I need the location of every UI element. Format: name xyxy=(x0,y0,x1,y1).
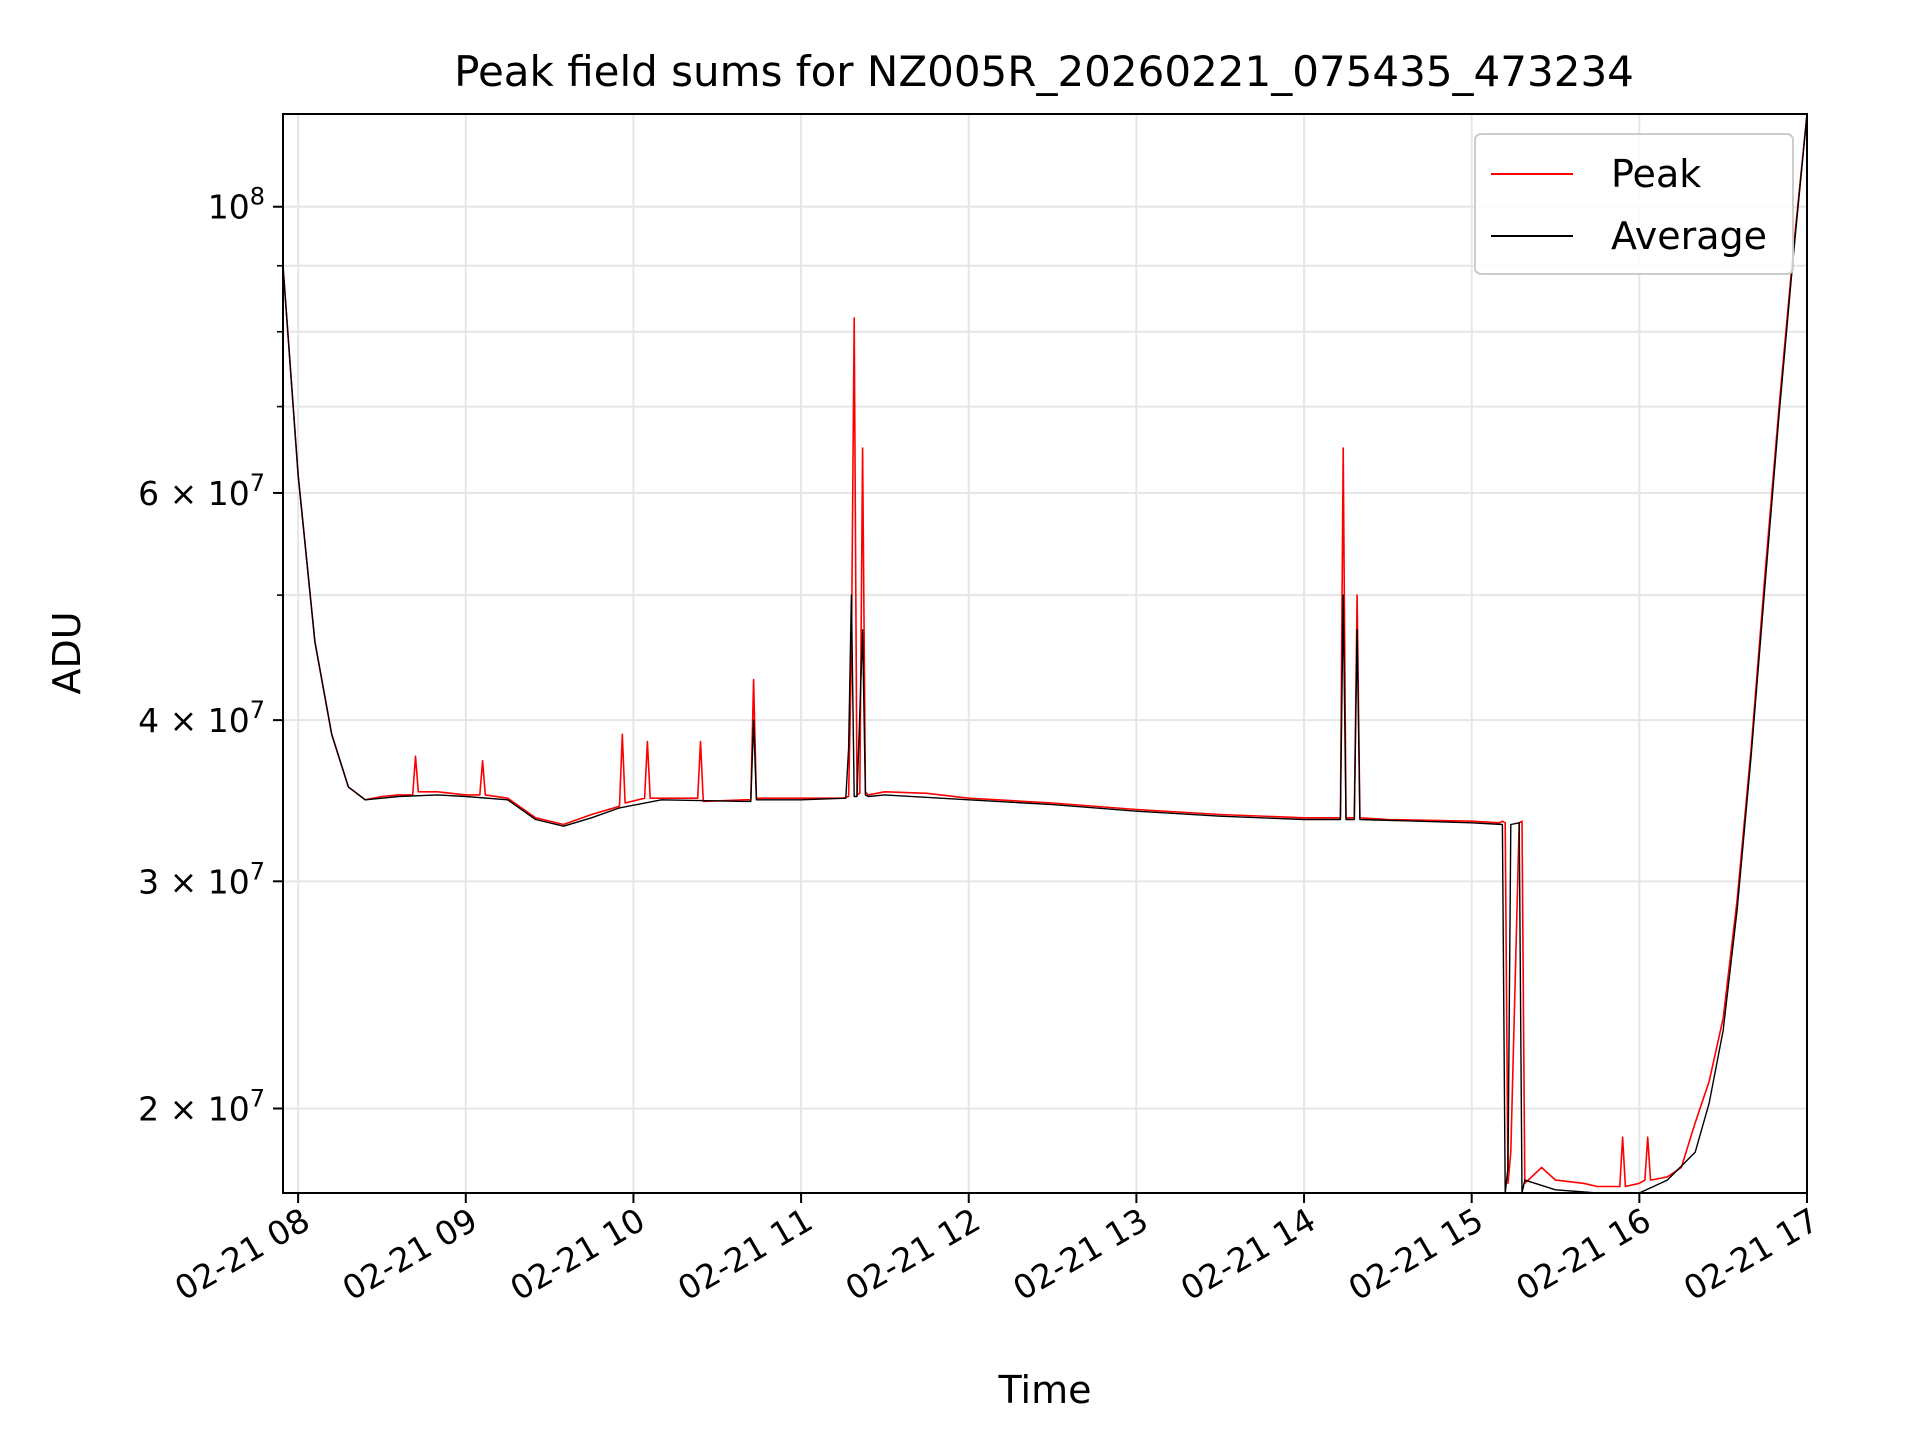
x-axis: 02-21 08 02-21 09 02-21 10 02-21 11 02-21 12… xyxy=(168,1193,1825,1308)
y-tick-label: 2 × 107 xyxy=(138,1084,265,1128)
x-tick-label: 02-21 12 xyxy=(839,1200,987,1308)
x-tick-label: 02-21 14 xyxy=(1174,1200,1322,1308)
x-tick-label: 02-21 15 xyxy=(1342,1200,1490,1308)
x-tick-label: 02-21 17 xyxy=(1677,1200,1825,1308)
chart-title: Peak field sums for NZ005R_20260221_0754… xyxy=(454,47,1634,96)
x-tick-label: 02-21 10 xyxy=(503,1200,651,1308)
legend: Peak Average xyxy=(1474,133,1794,275)
x-tick-label: 02-21 16 xyxy=(1509,1200,1657,1308)
series-line-peak xyxy=(282,113,1808,1188)
series-line-average xyxy=(282,113,1808,1194)
x-tick-label: 02-21 09 xyxy=(336,1200,484,1308)
y-tick-label: 6 × 107 xyxy=(138,469,265,513)
y-tick-label: 3 × 107 xyxy=(138,857,265,901)
x-tick-label: 02-21 08 xyxy=(168,1200,316,1308)
x-tick-label: 02-21 13 xyxy=(1006,1200,1154,1308)
legend-label-peak: Peak xyxy=(1611,152,1701,196)
y-axis-label: ADU xyxy=(45,611,89,694)
grid xyxy=(283,114,1808,1193)
x-tick-label: 02-21 11 xyxy=(671,1200,819,1308)
y-tick-label: 108 xyxy=(208,183,265,227)
axes-frame xyxy=(282,113,1808,1194)
y-tick-label: 4 × 107 xyxy=(138,696,265,740)
legend-box xyxy=(1474,133,1794,275)
legend-label-average: Average xyxy=(1611,214,1767,258)
x-axis-label: Time xyxy=(998,1368,1092,1412)
plot-lines xyxy=(282,113,1808,1194)
y-axis: 2 × 107 3 × 107 4 × 107 6 × 107 108 xyxy=(138,183,283,1128)
